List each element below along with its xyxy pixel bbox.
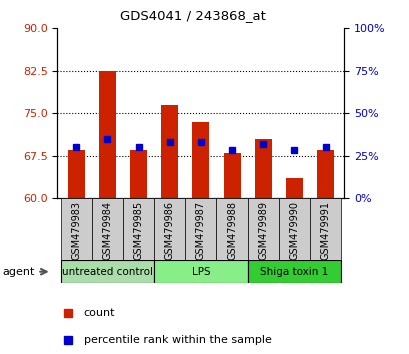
Bar [285,178,302,198]
Bar [247,198,278,260]
Text: GSM479991: GSM479991 [320,201,330,260]
Text: GDS4041 / 243868_at: GDS4041 / 243868_at [119,9,265,22]
Text: GSM479990: GSM479990 [289,201,299,260]
Bar [99,71,116,198]
Bar [123,198,154,260]
Text: count: count [83,308,115,318]
Bar [278,198,309,260]
Text: GSM479985: GSM479985 [133,201,143,261]
Bar [161,105,178,198]
Bar [254,139,271,198]
Bar [154,198,185,260]
Bar [316,150,333,198]
Text: percentile rank within the sample: percentile rank within the sample [83,335,271,345]
Text: untreated control: untreated control [62,267,153,277]
Text: GSM479986: GSM479986 [164,201,174,260]
Text: GSM479983: GSM479983 [71,201,81,260]
Bar [185,198,216,260]
Text: agent: agent [3,267,35,277]
Bar [192,122,209,198]
Text: Shiga toxin 1: Shiga toxin 1 [260,267,328,277]
Text: LPS: LPS [191,267,210,277]
Text: GSM479987: GSM479987 [196,201,205,261]
Bar [67,150,85,198]
Bar [92,198,123,260]
Bar [216,198,247,260]
Text: GSM479988: GSM479988 [227,201,236,260]
Bar [309,198,340,260]
Text: GSM479984: GSM479984 [102,201,112,260]
Bar [130,150,147,198]
Bar [223,153,240,198]
Bar [247,260,340,283]
Bar [61,260,154,283]
Bar [154,260,247,283]
Bar [61,198,92,260]
Text: GSM479989: GSM479989 [258,201,267,260]
